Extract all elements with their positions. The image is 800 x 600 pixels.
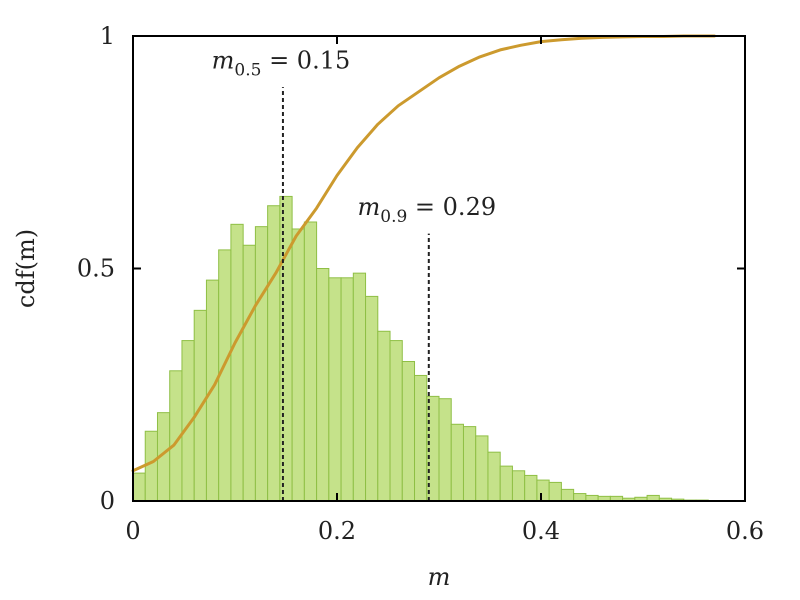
histogram-bar bbox=[499, 465, 513, 502]
y-tick-label: 0 bbox=[100, 487, 115, 515]
histogram-bar bbox=[279, 195, 293, 502]
histogram-bar bbox=[132, 472, 146, 502]
histogram-bar bbox=[487, 451, 501, 502]
histogram-bar bbox=[475, 435, 489, 502]
histogram-bar bbox=[267, 205, 281, 502]
axis-ticks bbox=[132, 35, 746, 502]
histogram-bar bbox=[401, 361, 416, 502]
y-axis-label: cdf(m) bbox=[12, 229, 40, 308]
histogram-bar bbox=[291, 228, 305, 502]
histogram-bar bbox=[573, 493, 587, 502]
histogram-bar bbox=[328, 277, 342, 502]
histogram-bar bbox=[242, 244, 256, 502]
histogram-bar bbox=[389, 340, 403, 502]
cdf-layer bbox=[131, 34, 716, 473]
histogram-bar bbox=[438, 398, 452, 502]
x-axis-label: m bbox=[428, 563, 451, 591]
y-tick-label: 1 bbox=[100, 22, 115, 50]
histogram-bars bbox=[132, 195, 722, 502]
histogram-bar bbox=[377, 330, 391, 502]
x-tick-label: 0.6 bbox=[726, 517, 764, 545]
quantile-label: m0.5 = 0.15 bbox=[212, 47, 351, 81]
histogram-bar bbox=[548, 481, 562, 502]
x-tick-label: 0.4 bbox=[522, 517, 560, 545]
y-tick-label: 0.5 bbox=[77, 255, 115, 283]
tick-labels: 0 0.2 0.4 0.6 0 0.5 1 bbox=[77, 22, 764, 545]
histogram-bar bbox=[303, 221, 318, 502]
quantile-markers: m0.5 = 0.15 m0.9 = 0.29 bbox=[212, 47, 496, 501]
histogram-bar bbox=[254, 226, 269, 502]
histogram-bar bbox=[414, 374, 428, 502]
cdf-line bbox=[131, 34, 716, 473]
histogram-bar bbox=[230, 223, 244, 502]
histogram-bar bbox=[450, 423, 464, 502]
x-tick-label: 0.2 bbox=[318, 517, 356, 545]
histogram-bar bbox=[536, 479, 550, 502]
histogram-bar bbox=[511, 470, 526, 502]
x-tick-label: 0 bbox=[125, 517, 140, 545]
quantile-label: m0.9 = 0.29 bbox=[357, 193, 496, 227]
histogram-bar bbox=[316, 268, 330, 502]
histogram-bar bbox=[560, 488, 575, 502]
histogram-bar bbox=[352, 272, 367, 502]
histogram-bar bbox=[340, 277, 354, 502]
histogram-bar bbox=[524, 474, 538, 502]
histogram-bar bbox=[144, 430, 158, 502]
histogram-bar bbox=[365, 295, 379, 502]
histogram-bar bbox=[462, 426, 477, 502]
